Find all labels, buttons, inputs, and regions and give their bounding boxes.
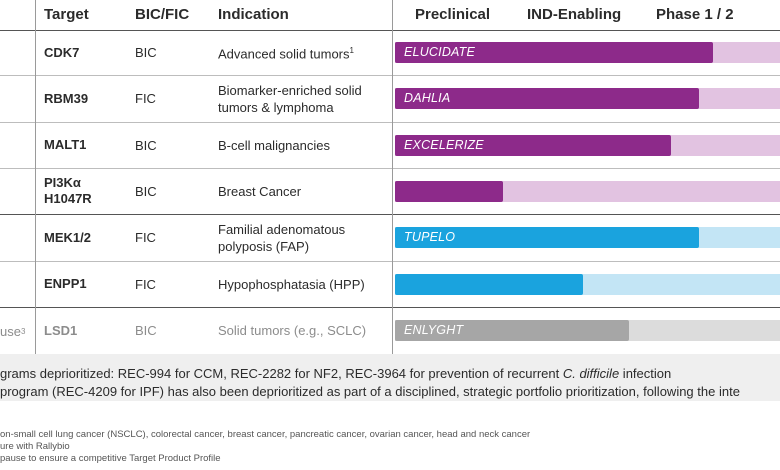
- footnote-1: on-small cell lung cancer (NSCLC), color…: [0, 429, 531, 440]
- note-italic: C. difficile: [562, 366, 620, 381]
- progress-track: ENLYGHT: [395, 320, 780, 341]
- indication-footnote-marker: 1: [349, 46, 354, 56]
- indication-text: Biomarker-enriched solid tumors & lympho…: [218, 75, 388, 122]
- trial-name-label: ENLYGHT: [404, 323, 464, 337]
- indication-text: Breast Cancer: [218, 168, 388, 214]
- progress-track: [395, 181, 780, 202]
- indication-label: Biomarker-enriched solid tumors & lympho…: [218, 82, 362, 115]
- column-divider: [392, 0, 393, 354]
- row-divider: [0, 122, 780, 123]
- header-preclinical: Preclinical: [415, 6, 491, 23]
- header-ind-enabling: IND-Enabling: [527, 6, 622, 23]
- column-divider: [35, 0, 36, 354]
- indication-label: Advanced solid tumors1: [218, 46, 354, 62]
- header-divider: [0, 30, 780, 31]
- indication-label: Breast Cancer: [218, 183, 302, 199]
- bic-fic-value: FIC: [135, 91, 156, 106]
- indication-label: Hypophosphatasia (HPP): [218, 276, 365, 292]
- footnote-3: pause to ensure a competitive Target Pro…: [0, 453, 221, 464]
- progress-track: TUPELO: [395, 227, 780, 248]
- deprioritized-note-box: grams deprioritized: REC-994 for CCM, RE…: [0, 354, 780, 401]
- row-divider: [0, 168, 780, 169]
- progress-track: DAHLIA: [395, 88, 780, 109]
- progress-bar-fill: [395, 42, 713, 63]
- indication-text: Advanced solid tumors1: [218, 30, 388, 75]
- target-name: RBM39: [44, 90, 89, 106]
- left-edge-text: use: [0, 323, 21, 339]
- progress-track: EXCELERIZE: [395, 135, 780, 156]
- indication-text: Familial adenomatous polyposis (FAP): [218, 214, 388, 261]
- bic-fic-value: BIC: [135, 45, 157, 60]
- progress-bar-fill: [395, 320, 629, 341]
- indication-label: Familial adenomatous polyposis (FAP): [218, 221, 346, 254]
- header-bic-fic: BIC/FIC: [135, 6, 190, 23]
- indication-text: Solid tumors (e.g., SCLC): [218, 307, 388, 354]
- row-divider: [0, 261, 780, 262]
- progress-bar-fill: [395, 227, 699, 248]
- header-phase-1-2: Phase 1 / 2: [656, 6, 734, 23]
- header-target: Target: [44, 6, 89, 23]
- bic-fic-value: FIC: [135, 276, 156, 292]
- note-text: infection: [619, 366, 672, 381]
- target-name: LSD1: [44, 322, 78, 338]
- indication-text: Hypophosphatasia (HPP): [218, 261, 388, 307]
- target-name: ENPP1: [44, 276, 87, 291]
- target-name: PI3Kα H1047R: [44, 175, 92, 206]
- footnote-2: ure with Rallybio: [0, 441, 70, 452]
- trial-name-label: TUPELO: [404, 230, 456, 244]
- indication-label: Solid tumors (e.g., SCLC): [218, 323, 367, 338]
- progress-track: [395, 274, 780, 295]
- row-divider: [0, 75, 780, 76]
- bic-fic-value: BIC: [135, 323, 157, 338]
- section-divider: [0, 214, 780, 215]
- bic-fic-value: FIC: [135, 230, 156, 245]
- trial-name-label: ELUCIDATE: [404, 45, 476, 59]
- progress-bar-fill: [395, 274, 583, 295]
- trial-name-label: DAHLIA: [404, 91, 451, 105]
- deprioritized-note-line2: program (REC-4209 for IPF) has also been…: [0, 384, 740, 399]
- left-edge-sup: 3: [20, 326, 26, 336]
- left-edge-label: use 3: [0, 317, 25, 345]
- section-divider: [0, 307, 780, 308]
- bic-fic-value: BIC: [135, 183, 157, 199]
- bic-fic-value: BIC: [135, 137, 157, 153]
- progress-bar-fill: [395, 88, 699, 109]
- note-text: grams deprioritized: REC-994 for CCM, RE…: [0, 366, 563, 381]
- target-name: CDK7: [44, 44, 80, 60]
- target-name: MALT1: [44, 137, 87, 152]
- progress-bar-fill: [395, 135, 671, 156]
- target-name: MEK1/2: [44, 229, 91, 245]
- header-indication: Indication: [218, 6, 289, 23]
- progress-track: ELUCIDATE: [395, 42, 780, 63]
- progress-bar-fill: [395, 181, 503, 202]
- indication-text: B-cell malignancies: [218, 122, 388, 168]
- trial-name-label: EXCELERIZE: [404, 138, 484, 152]
- indication-label: B-cell malignancies: [218, 137, 330, 153]
- deprioritized-note-line1: grams deprioritized: REC-994 for CCM, RE…: [0, 366, 671, 381]
